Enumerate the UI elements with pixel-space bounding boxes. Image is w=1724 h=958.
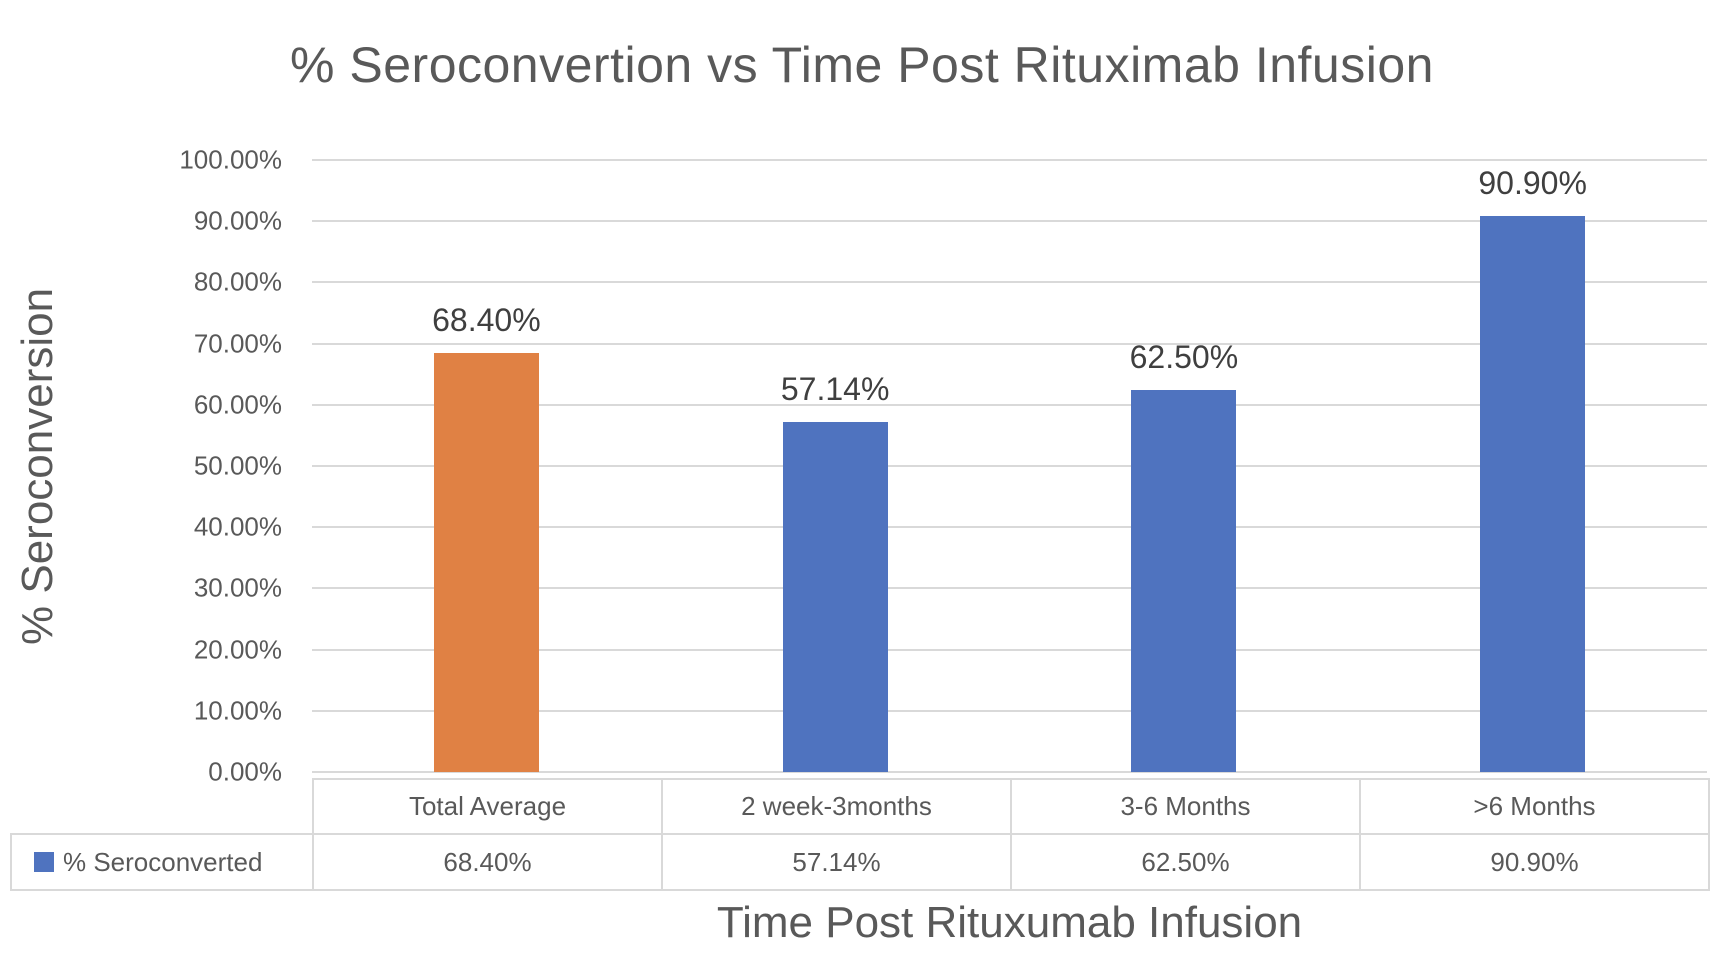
y-axis-tick-label: 20.00%: [193, 634, 282, 665]
gridline: [312, 342, 1707, 345]
table-category-cell: Total Average: [312, 778, 663, 835]
table-category-cell: 2 week-3months: [661, 778, 1012, 835]
y-axis-tick-label: 0.00%: [208, 756, 282, 787]
bar-column: 57.14%: [661, 160, 1010, 772]
bar-value-label: 68.40%: [432, 302, 541, 339]
bar: [1480, 215, 1586, 772]
chart-title: % Seroconvertion vs Time Post Rituximab …: [290, 37, 1434, 93]
gridline: [312, 159, 1707, 161]
gridline: [312, 403, 1707, 406]
y-axis-tick-label: 80.00%: [193, 266, 282, 297]
legend: % Seroconverted: [13, 846, 311, 878]
gridline: [312, 281, 1707, 284]
bar-column: 68.40%: [312, 160, 661, 772]
legend-cell: % Seroconverted: [10, 833, 314, 891]
gridline: [312, 587, 1707, 590]
bar-value-label: 57.14%: [780, 371, 890, 408]
gridline: [312, 771, 1707, 773]
y-axis-tick-label: 100.00%: [179, 144, 282, 175]
legend-marker-icon: [34, 852, 54, 872]
y-axis-tick-label: 40.00%: [193, 511, 282, 542]
table-value-cell: 90.90%: [1359, 833, 1710, 891]
x-axis-title: Time Post Rituxumab Infusion: [716, 898, 1303, 947]
table-category-cell: >6 Months: [1359, 778, 1710, 835]
y-axis-tick-label: 30.00%: [193, 572, 282, 603]
table-category-cell: 3-6 Months: [1010, 778, 1361, 835]
gridline: [312, 648, 1707, 651]
bar-column: 90.90%: [1358, 160, 1707, 772]
table-value-cell: 68.40%: [312, 833, 663, 891]
bar: [782, 422, 888, 772]
legend-series-label: % Seroconverted: [63, 846, 263, 877]
gridline: [312, 709, 1707, 712]
y-axis-tick-label: 60.00%: [193, 389, 282, 420]
table-category-row: Total Average 2 week-3months 3-6 Months >6 …: [11, 778, 1710, 835]
plot-area: 68.40% 57.14% 62.50% 90.90%: [312, 159, 1707, 773]
gridline: [312, 526, 1707, 529]
y-axis-title: % Seroconversion: [13, 287, 62, 645]
table-value-row: % Seroconverted 68.40% 57.14% 62.50% 90.90%: [10, 833, 1710, 891]
bar: [1131, 389, 1237, 772]
y-axis-tick-label: 90.00%: [193, 205, 282, 236]
bar-value-label: 90.90%: [1478, 164, 1587, 201]
y-axis-tick-labels: 0.00% 10.00% 20.00% 30.00% 40.00% 50.00% 60.00…: [110, 145, 282, 787]
gridline: [312, 220, 1707, 223]
bar-value-label: 62.50%: [1129, 338, 1239, 375]
bar: [433, 353, 539, 772]
table-corner-cell: [11, 779, 313, 834]
y-axis-tick-label: 50.00%: [193, 450, 282, 481]
data-table: Total Average 2 week-3months 3-6 Months >6 …: [10, 778, 1710, 891]
gridline: [312, 465, 1707, 467]
y-axis-tick-label: 10.00%: [193, 695, 282, 726]
table-value-cell: 62.50%: [1010, 833, 1361, 891]
bar-column: 62.50%: [1010, 160, 1359, 772]
y-axis-tick-label: 70.00%: [193, 328, 282, 359]
table-value-cell: 57.14%: [661, 833, 1012, 891]
